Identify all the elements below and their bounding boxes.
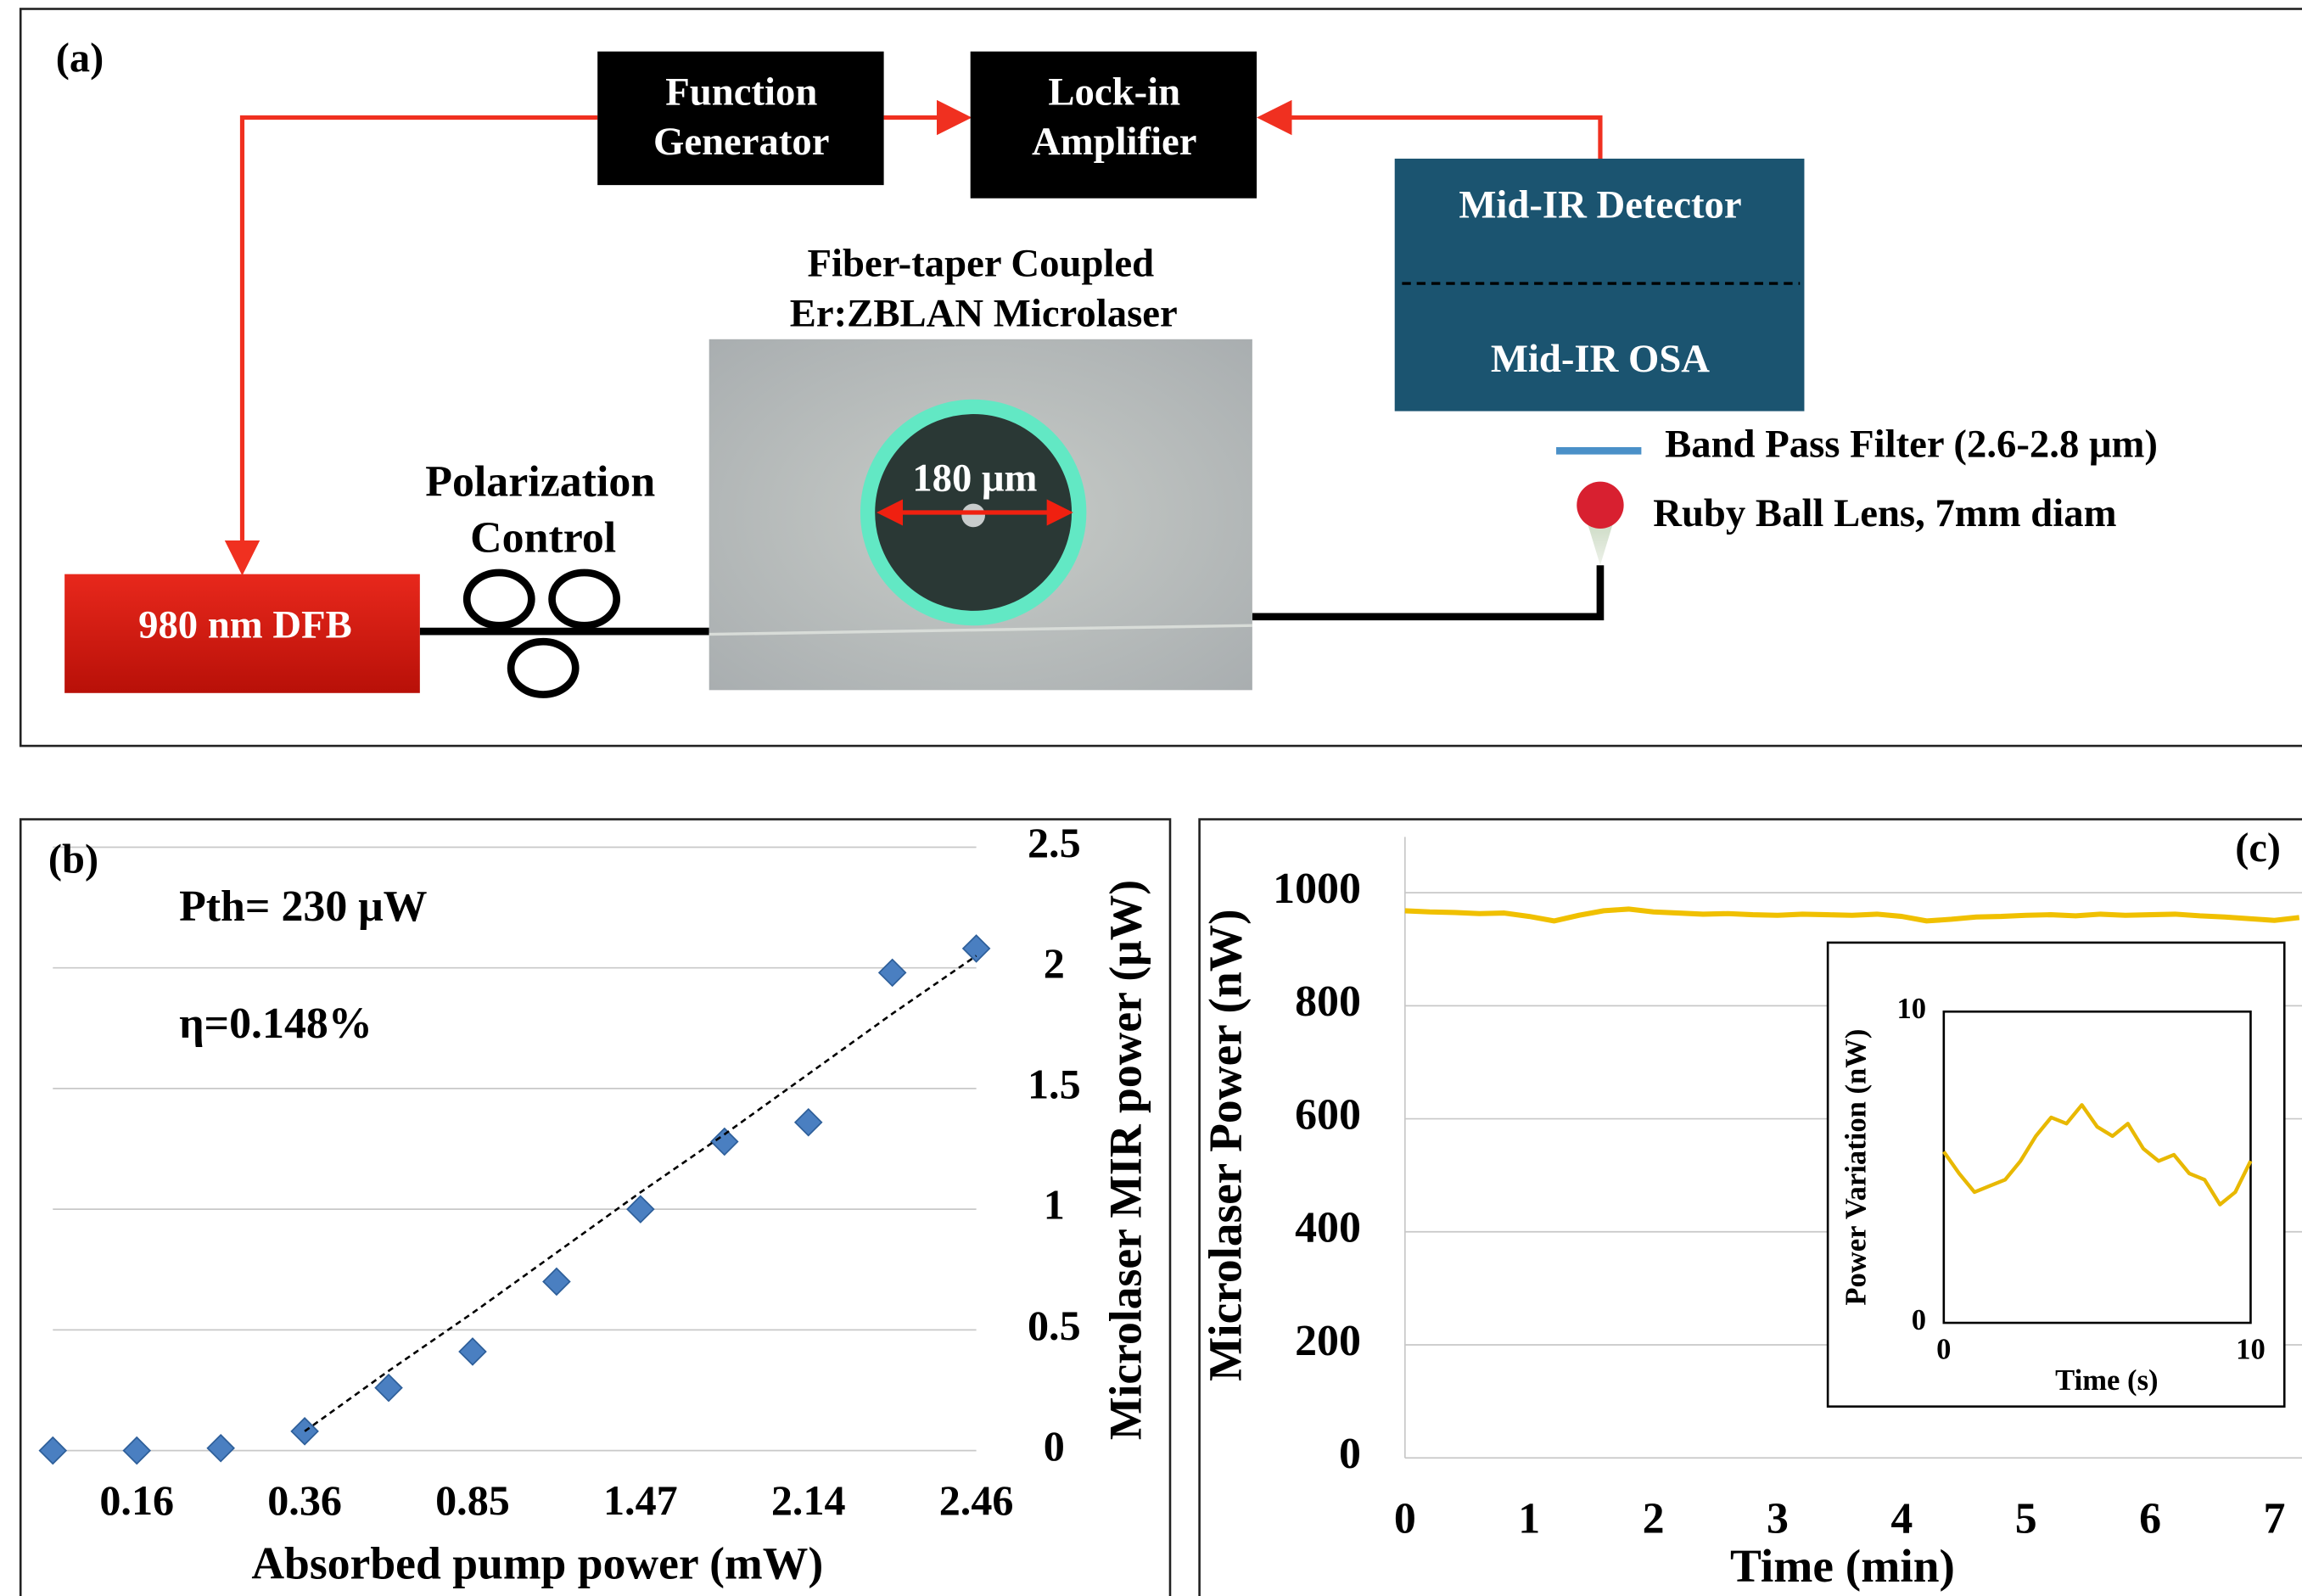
panel-label: (b) (48, 837, 98, 882)
box-label: Lock-in (1048, 70, 1180, 114)
y-tick-label: 1000 (1273, 865, 1361, 913)
x-tick-label: 4 (1890, 1494, 1913, 1543)
x-tick-label: 1.47 (603, 1476, 678, 1524)
panel-label: (c) (2235, 826, 2281, 871)
device-label: Er:ZBLAN Microlaser (790, 292, 1178, 336)
point (711, 1128, 737, 1155)
x-tick-label: 0.85 (435, 1476, 510, 1524)
component-label: Band Pass Filter (2.6-2.8 μm) (1665, 423, 2158, 467)
x-axis-label: Time (min) (1730, 1540, 1955, 1592)
y-axis-label: Power Variation (nW) (1840, 1029, 1872, 1306)
y-tick-label: 600 (1295, 1090, 1361, 1139)
y-tick-label: 400 (1295, 1204, 1361, 1252)
x-tick-label: 0 (1394, 1494, 1416, 1543)
component-label: Polarization (425, 458, 655, 507)
point (124, 1437, 150, 1464)
x-axis-label: Absorbed pump power (mW) (251, 1537, 823, 1588)
trend-line (305, 955, 977, 1431)
box-label: Function (665, 70, 817, 114)
box-label: Mid-IR OSA (1491, 337, 1710, 381)
box-label: Mid-IR Detector (1459, 183, 1741, 227)
component-label: Control (470, 513, 616, 562)
y-tick-label: 1.5 (1028, 1060, 1081, 1107)
box-label: Generator (653, 120, 829, 164)
x-axis-label: Time (s) (2055, 1364, 2158, 1397)
x-tick-label: 0.16 (99, 1476, 174, 1524)
point (459, 1338, 485, 1364)
device-label: Fiber-taper Coupled (807, 242, 1154, 286)
figure: (a) Function Generator Lock-in Amplifier… (0, 0, 2302, 1596)
panel-label: (a) (56, 36, 104, 81)
x-tick-label: 6 (2139, 1494, 2161, 1543)
y-tick-label: 200 (1295, 1317, 1361, 1365)
fiber (1252, 565, 1600, 617)
y-axis-label: Microlaser Power (nW) (1200, 909, 1252, 1381)
y-tick-label: 0 (1339, 1430, 1361, 1478)
y-tick-label: 2.5 (1028, 819, 1081, 866)
point (375, 1375, 401, 1401)
x-tick-label: 2 (1643, 1494, 1665, 1543)
point (543, 1268, 569, 1295)
y-tick-label: 0.5 (1028, 1302, 1081, 1349)
y-tick-label: 1 (1044, 1181, 1065, 1229)
x-tick-label: 2.14 (771, 1476, 846, 1524)
point (963, 935, 989, 961)
point (627, 1196, 653, 1223)
dimension-label: 180 μm (912, 456, 1037, 500)
y-tick-label: 0 (1912, 1304, 1926, 1336)
signal-line (1265, 118, 1599, 159)
x-tick-label: 0.36 (267, 1476, 342, 1524)
y-tick-label: 2 (1044, 939, 1065, 987)
y-axis-label: Microlaser MIR power (μW) (1101, 880, 1151, 1440)
box-label: 980 nm DFB (138, 602, 352, 647)
x-tick-label: 3 (1767, 1494, 1789, 1543)
x-tick-label: 7 (2263, 1494, 2285, 1543)
point (208, 1435, 234, 1461)
component-label: Ruby Ball Lens, 7mm diam (1653, 491, 2116, 535)
y-tick-label: 800 (1295, 977, 1361, 1026)
y-tick-label: 10 (1896, 993, 1926, 1025)
point (795, 1109, 821, 1135)
y-tick-label: 0 (1044, 1422, 1065, 1470)
x-tick-label: 5 (2015, 1494, 2037, 1543)
point (40, 1437, 66, 1464)
x-tick-label: 2.46 (939, 1476, 1014, 1524)
x-tick-label: 10 (2236, 1334, 2266, 1366)
point (879, 960, 905, 986)
page: {"diagram": { "label": "(a)", "function_… (0, 0, 2302, 1596)
annotation: Pth= 230 μW (179, 882, 428, 931)
x-tick-label: 1 (1518, 1494, 1540, 1543)
x-tick-label: 0 (1936, 1334, 1951, 1366)
box-label: Amplifier (1032, 120, 1197, 164)
stem (961, 504, 985, 528)
ball-lens (1577, 482, 1623, 529)
annotation: η=0.148% (179, 1000, 372, 1048)
data-line (1405, 909, 2299, 921)
